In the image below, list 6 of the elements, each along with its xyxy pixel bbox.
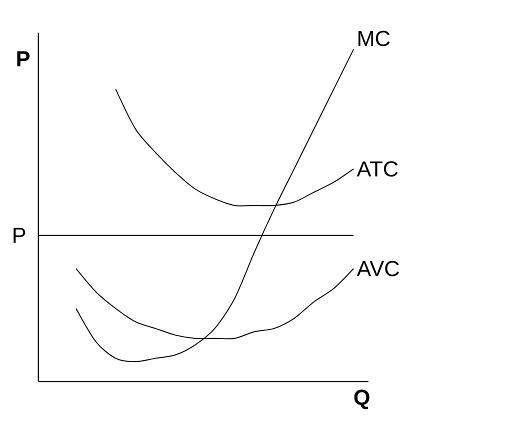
x-axis-title: Q xyxy=(354,390,370,410)
series-label: AVC xyxy=(356,260,399,276)
ref-line-label: P xyxy=(14,228,26,243)
series-label: MC xyxy=(358,30,390,46)
series-label: ATC xyxy=(356,161,398,177)
y-axis-title: P xyxy=(17,51,30,66)
